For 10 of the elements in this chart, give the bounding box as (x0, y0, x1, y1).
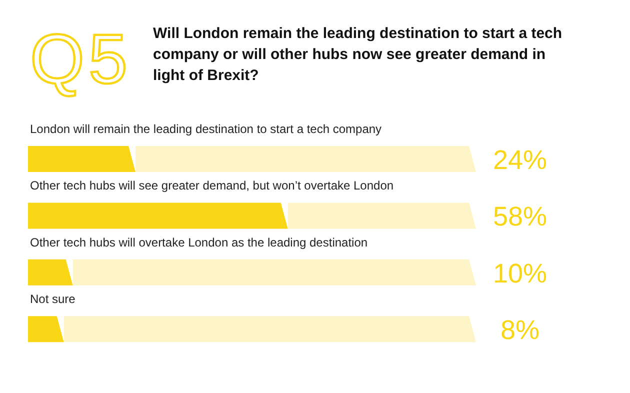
chart-title: Q5 (30, 20, 132, 98)
data-label: 8% (500, 315, 540, 346)
chart-subtitle: Will London remain the leading destination to start a tech company or will other hubs now see greater demand in light of Brexit? (153, 25, 562, 84)
data-label: 24% (492, 145, 548, 175)
data-label: 10% (492, 258, 548, 288)
y-tick-label: Other tech hubs will see greater demand, but won’t overtake London (30, 178, 394, 193)
y-tick-label: Other tech hubs will overtake London as the leading destination (30, 235, 368, 250)
y-tick-label: Not sure (30, 292, 76, 306)
y-tick-label: London will remain the leading destination to start a tech company (30, 122, 382, 136)
data-label: 58% (492, 202, 548, 232)
